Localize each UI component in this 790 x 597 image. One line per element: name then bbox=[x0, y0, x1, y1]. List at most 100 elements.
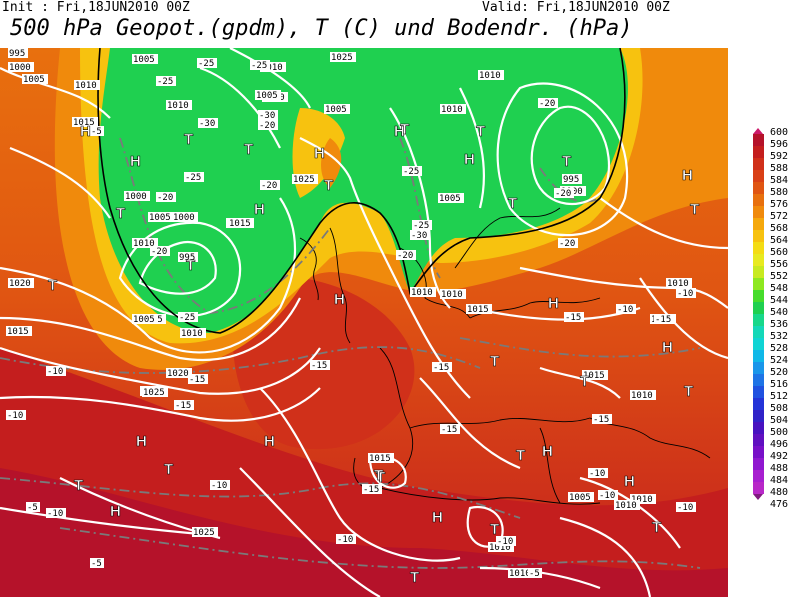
svg-text:-20: -20 bbox=[151, 247, 167, 257]
cold-trough-green bbox=[98, 48, 628, 333]
svg-text:1005: 1005 bbox=[569, 493, 591, 503]
pressure-label: 1025 bbox=[142, 387, 168, 398]
header: Init : Fri,18JUN2010 00Z Valid: Fri,18JU… bbox=[0, 0, 790, 48]
svg-text:-15: -15 bbox=[593, 415, 609, 425]
pressure-label: 995 bbox=[178, 252, 198, 263]
pressure-label: 1020 bbox=[8, 278, 34, 289]
svg-text:-20: -20 bbox=[259, 121, 275, 131]
pressure-label: 1020 bbox=[166, 368, 192, 379]
low-pressure-marker: T bbox=[690, 201, 699, 218]
svg-text:-10: -10 bbox=[497, 537, 513, 547]
legend-label: 580 bbox=[770, 187, 789, 198]
svg-text:1015: 1015 bbox=[467, 305, 489, 315]
pressure-label: 995 bbox=[8, 48, 28, 59]
temperature-label: -20 bbox=[554, 188, 574, 199]
ridge-orange bbox=[321, 138, 342, 188]
legend-swatch bbox=[753, 230, 764, 242]
pressure-label: 1015 bbox=[368, 453, 394, 464]
legend-swatch bbox=[753, 338, 764, 350]
svg-text:-5: -5 bbox=[91, 559, 102, 569]
high-pressure-marker: H bbox=[542, 443, 553, 460]
pressure-label: 1010 bbox=[630, 494, 656, 505]
legend-label: 540 bbox=[770, 307, 789, 318]
high-pressure-marker: H bbox=[624, 473, 635, 490]
svg-text:1010: 1010 bbox=[75, 81, 97, 91]
svg-text:-20: -20 bbox=[157, 193, 173, 203]
pressure-label: 1005 bbox=[148, 212, 174, 223]
legend-label: 512 bbox=[770, 391, 789, 402]
svg-text:1020: 1020 bbox=[9, 279, 31, 289]
temperature-label: -10 bbox=[46, 508, 66, 519]
weather-map: 995 1000 1005 1010 1015 1020 1025 1005 1010 1015 1… bbox=[0, 48, 728, 597]
pressure-label: 1005 bbox=[324, 104, 350, 115]
legend-swatch bbox=[753, 290, 764, 302]
low-pressure-marker: T bbox=[74, 477, 83, 494]
legend-label: 588 bbox=[770, 163, 789, 174]
temperature-label: -20 bbox=[258, 120, 278, 131]
svg-text:-20: -20 bbox=[397, 251, 413, 261]
svg-text:1000: 1000 bbox=[125, 192, 147, 202]
low-pressure-marker: T bbox=[376, 469, 385, 486]
high-pressure-marker: H bbox=[136, 433, 147, 450]
svg-text:1010: 1010 bbox=[441, 290, 463, 300]
svg-text:-10: -10 bbox=[677, 503, 693, 513]
svg-text:1020: 1020 bbox=[167, 369, 189, 379]
legend-label: 532 bbox=[770, 331, 789, 342]
svg-text:-10: -10 bbox=[47, 367, 63, 377]
pressure-label: 1010 bbox=[132, 238, 158, 249]
legend-swatch bbox=[753, 470, 764, 482]
pressure-label: 1010 bbox=[260, 62, 286, 73]
svg-text:1010: 1010 bbox=[133, 239, 155, 249]
svg-text:-15: -15 bbox=[189, 375, 205, 385]
high-pressure-marker: H bbox=[394, 123, 405, 140]
temperature-label: -20 bbox=[156, 192, 176, 203]
legend-label: 516 bbox=[770, 379, 789, 390]
svg-text:1010: 1010 bbox=[261, 63, 283, 73]
low-pressure-marker: T bbox=[490, 521, 499, 538]
svg-text:1015: 1015 bbox=[229, 219, 251, 229]
legend-swatch bbox=[753, 374, 764, 386]
temperature-label: -20 bbox=[260, 180, 280, 191]
pressure-label: 1010 bbox=[440, 289, 466, 300]
temperature-label: -20 bbox=[538, 98, 558, 109]
legend-swatch bbox=[753, 254, 764, 266]
low-pressure-marker: T bbox=[164, 461, 173, 478]
pressure-label: 1005 bbox=[132, 54, 158, 65]
svg-text:-20: -20 bbox=[559, 239, 575, 249]
temperature-label: -5 bbox=[26, 502, 40, 513]
svg-text:1010: 1010 bbox=[181, 329, 203, 339]
legend-swatch bbox=[753, 350, 764, 362]
svg-text:-10: -10 bbox=[47, 509, 63, 519]
svg-text:-25: -25 bbox=[251, 61, 267, 71]
legend-label: 520 bbox=[770, 367, 789, 378]
low-pressure-marker: T bbox=[400, 121, 409, 138]
legend-label: 552 bbox=[770, 271, 789, 282]
temperature-label: -15 bbox=[362, 484, 382, 495]
legend-swatch bbox=[753, 314, 764, 326]
svg-text:-15: -15 bbox=[433, 363, 449, 373]
low-pressure-marker: T bbox=[652, 519, 661, 536]
legend-swatch bbox=[753, 170, 764, 182]
svg-text:-30: -30 bbox=[411, 231, 427, 241]
svg-text:1005: 1005 bbox=[149, 213, 171, 223]
legend-label: 576 bbox=[770, 199, 789, 210]
temperature-label: -25 bbox=[184, 172, 204, 183]
pressure-label: 1005 bbox=[132, 314, 158, 325]
legend-label: 508 bbox=[770, 403, 789, 414]
temperature-label: -10 bbox=[676, 288, 696, 299]
temperature-label: -20 bbox=[558, 238, 578, 249]
svg-text:-10: -10 bbox=[211, 481, 227, 491]
high-pressure-marker: H bbox=[662, 339, 673, 356]
svg-text:1010: 1010 bbox=[667, 279, 689, 289]
high-pressure-marker: H bbox=[130, 153, 141, 170]
legend-label: 504 bbox=[770, 415, 789, 426]
low-pressure-marker: T bbox=[684, 383, 693, 400]
svg-text:-25: -25 bbox=[403, 167, 419, 177]
svg-text:1010: 1010 bbox=[631, 391, 653, 401]
temperature-label: -15 bbox=[592, 414, 612, 425]
pressure-label: 1010 bbox=[180, 328, 206, 339]
svg-text:995: 995 bbox=[563, 175, 579, 185]
high-pressure-marker: H bbox=[80, 123, 91, 140]
svg-text:995: 995 bbox=[179, 253, 195, 263]
pressure-label: 1025 bbox=[330, 52, 356, 63]
